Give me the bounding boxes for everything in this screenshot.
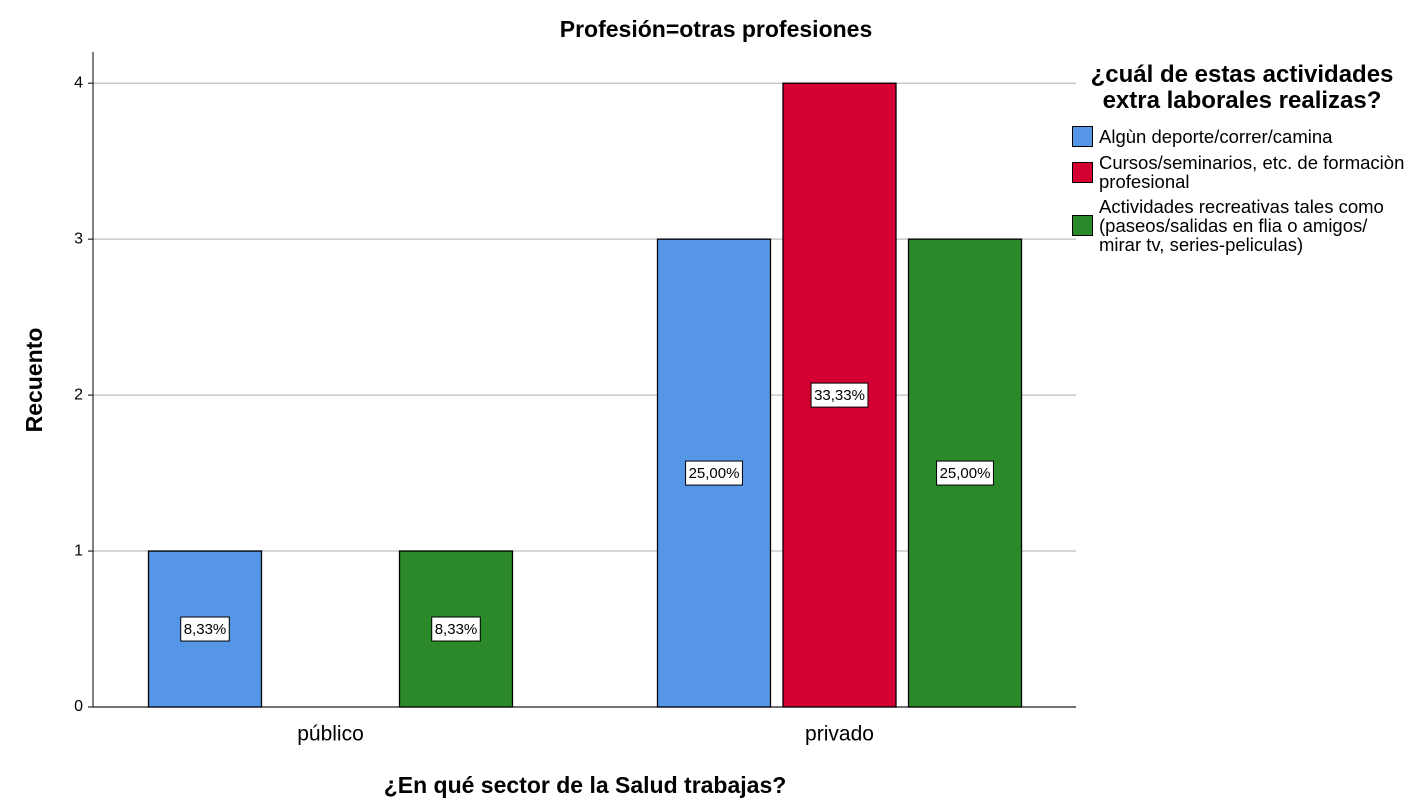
y-tick-label: 0 [74,698,83,715]
data-label-group: 25,00% [685,460,743,486]
data-label-group: 8,33% [431,616,481,642]
data-label-box [431,616,481,642]
y-tick-label: 1 [74,542,83,559]
y-tick-label: 2 [74,386,83,403]
data-label-group: 8,33% [180,616,230,642]
legend-swatch [1072,126,1093,147]
legend-item: Cursos/seminarios, etc. de formaciòn pro… [1072,153,1412,191]
data-label: 25,00% [940,465,991,482]
data-label: 8,33% [184,621,227,638]
data-label-group: 33,33% [810,382,869,408]
legend-label: Cursos/seminarios, etc. de formaciòn pro… [1099,152,1405,192]
legend-item: Actividades recreativas tales como (pase… [1072,197,1412,254]
data-label-box [810,382,869,408]
data-label-box [685,460,743,486]
y-tick-label: 3 [74,230,83,247]
legend-item: Algùn deporte/correr/camina [1072,126,1412,147]
data-label: 33,33% [814,387,865,404]
data-label-group: 25,00% [936,460,994,486]
data-label: 25,00% [689,465,740,482]
legend-swatch [1072,161,1093,183]
legend-label: Actividades recreativas tales como (pase… [1099,196,1384,255]
y-axis-title: Recuento [21,328,47,433]
data-label: 8,33% [435,621,478,638]
legend: ¿cuál de estas actividades extra laboral… [1072,62,1412,260]
data-label-box [180,616,230,642]
x-tick-label: privado [805,723,874,746]
x-tick-label: público [297,723,364,746]
y-tick-label: 4 [74,74,83,91]
x-axis-title: ¿En qué sector de la Salud trabajas? [384,772,787,798]
chart-title: Profesión=otras profesiones [560,16,873,42]
data-label-box [936,460,994,486]
legend-title: ¿cuál de estas actividades extra laboral… [1090,61,1394,114]
legend-swatch [1072,215,1093,236]
legend-label: Algùn deporte/correr/camina [1099,126,1333,147]
